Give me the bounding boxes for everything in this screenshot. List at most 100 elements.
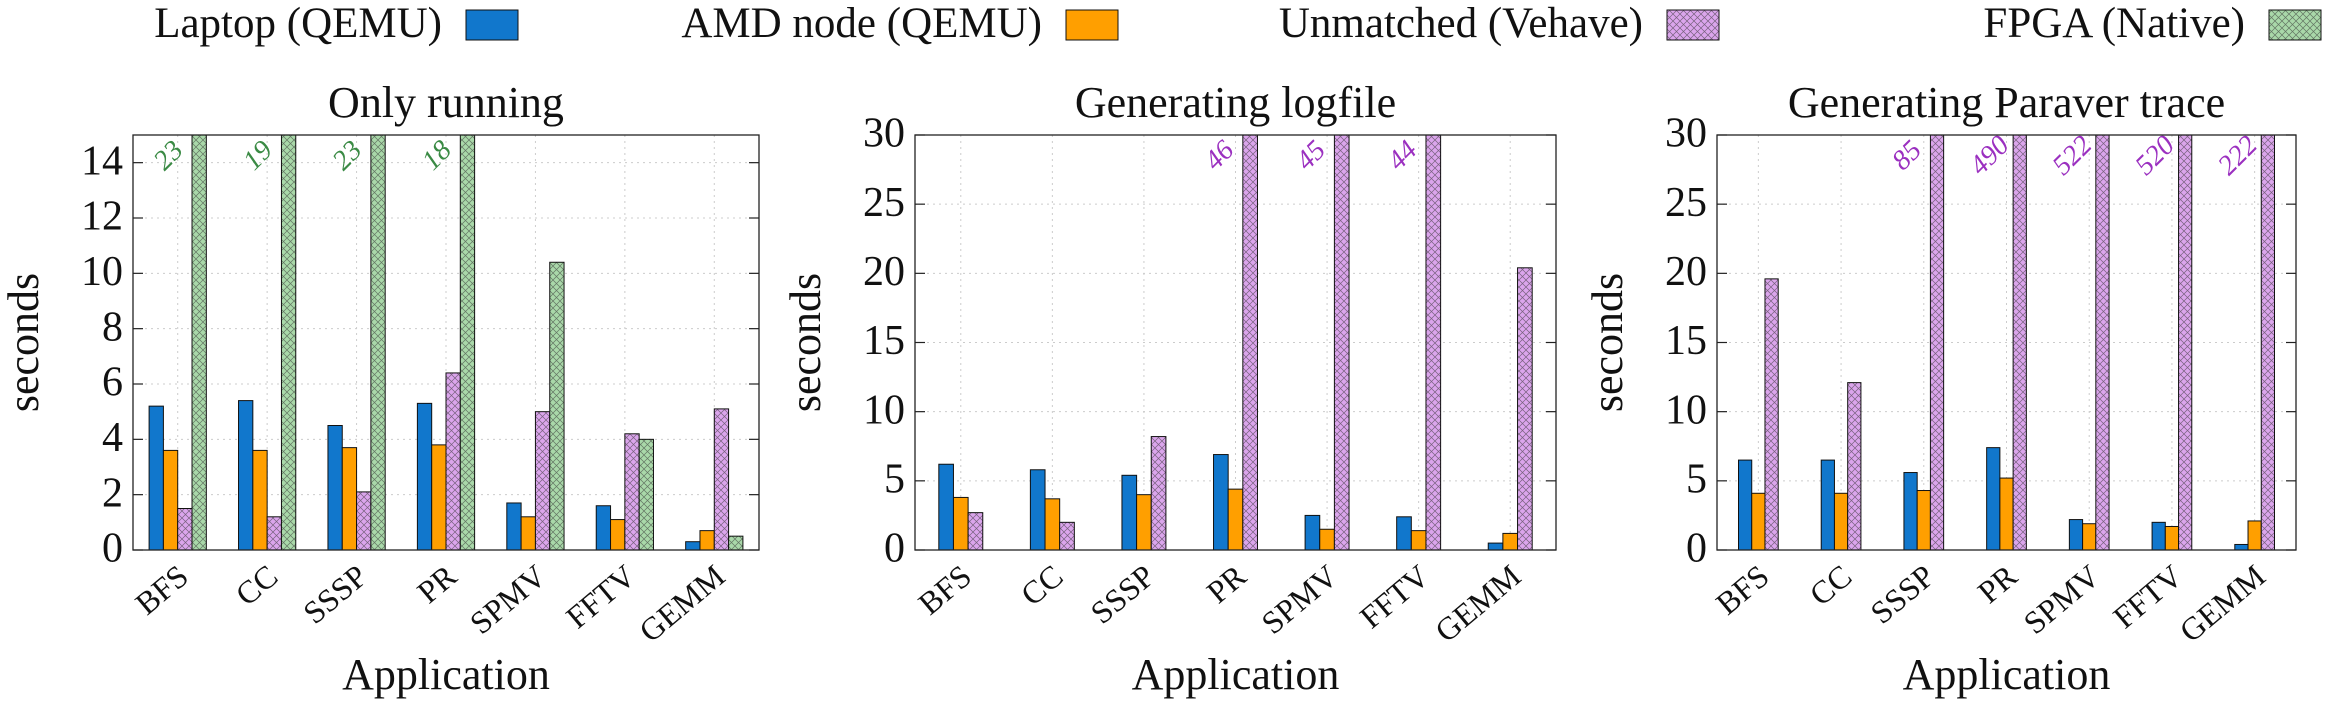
- x-tick-label: BFS: [1709, 557, 1776, 621]
- value-label: 23: [327, 135, 369, 177]
- bars: [1738, 135, 2275, 550]
- x-tick-label: SSSP: [1863, 557, 1941, 630]
- bar: [595, 505, 612, 550]
- bar: [431, 444, 447, 550]
- value-label: 520: [2129, 130, 2181, 182]
- bar: [162, 449, 179, 550]
- value-label: 19: [237, 135, 279, 177]
- y-tick-label: 5: [1686, 456, 1707, 502]
- y-tick-label: 15: [1665, 318, 1707, 364]
- bar: [1396, 516, 1412, 550]
- bar: [2012, 135, 2027, 550]
- bar: [1410, 530, 1427, 550]
- legend-label: Laptop (QEMU): [154, 0, 442, 47]
- y-tick-label: 0: [1686, 526, 1707, 572]
- x-axis-label: Application: [1132, 650, 1340, 699]
- y-tick-label: 5: [884, 456, 905, 502]
- bar: [1903, 472, 1918, 550]
- x-tick-label: SSSP: [1083, 557, 1161, 630]
- plot-frame: [914, 134, 1557, 551]
- bar: [1150, 436, 1167, 550]
- bar: [1820, 459, 1835, 550]
- y-tick-label: 25: [1665, 180, 1707, 226]
- bar: [2095, 135, 2110, 550]
- bar: [1304, 514, 1321, 550]
- bar: [1916, 490, 1931, 550]
- y-tick-label: 4: [102, 415, 123, 461]
- plot-frame: [1716, 134, 2297, 551]
- x-tick-label: SPMV: [463, 557, 553, 641]
- bar: [2164, 525, 2180, 550]
- bar: [1425, 135, 1442, 550]
- bar: [1044, 498, 1061, 550]
- x-tick-label: SPMV: [2017, 557, 2107, 641]
- bar: [685, 541, 701, 550]
- x-axis-label: Application: [1903, 650, 2111, 699]
- bar: [713, 408, 730, 550]
- value-label: 46: [1198, 135, 1240, 177]
- x-tick-label: CC: [229, 557, 285, 612]
- bar: [1986, 447, 2001, 550]
- y-tick-label: 25: [863, 180, 905, 226]
- value-label: 45: [1290, 135, 1332, 177]
- y-axis-label: seconds: [781, 273, 830, 412]
- bar: [952, 496, 969, 550]
- value-label: 490: [1964, 130, 2016, 182]
- bar: [327, 425, 343, 550]
- bar: [356, 491, 372, 550]
- bar: [280, 135, 297, 550]
- bar: [699, 530, 715, 550]
- bar: [1213, 454, 1229, 550]
- y-tick-label: 10: [863, 387, 905, 433]
- value-label: 85: [1886, 135, 1928, 177]
- bar: [549, 261, 565, 550]
- bar: [1121, 474, 1138, 550]
- bar: [967, 512, 984, 550]
- bar: [1502, 532, 1519, 550]
- y-tick-label: 0: [884, 526, 905, 572]
- chart-title: Generating Paraver trace: [1788, 78, 2225, 127]
- y-tick-label: 6: [102, 360, 123, 406]
- bar: [445, 372, 461, 550]
- bar: [728, 535, 744, 550]
- y-tick-label: 15: [863, 318, 905, 364]
- bar: [2151, 521, 2166, 550]
- y-tick-label: 12: [81, 194, 123, 240]
- x-tick-label: PR: [410, 557, 464, 610]
- x-tick-label: FFTV: [1353, 557, 1436, 635]
- bar: [191, 135, 207, 550]
- chart-title: Only running: [328, 78, 564, 127]
- bar: [1999, 477, 2014, 550]
- bar: [1833, 492, 1849, 550]
- bar: [238, 400, 254, 550]
- bar: [266, 516, 282, 550]
- x-tick-label: SSSP: [296, 557, 374, 630]
- bar: [459, 135, 476, 550]
- bar: [2247, 520, 2262, 550]
- x-tick-label: BFS: [128, 557, 195, 621]
- y-tick-label: 20: [863, 249, 905, 295]
- bar: [341, 447, 358, 550]
- bar: [1059, 521, 1075, 550]
- value-label: 222: [2212, 130, 2264, 182]
- bar: [252, 449, 268, 550]
- y-tick-label: 30: [863, 111, 905, 157]
- legend-swatch: [1065, 9, 1119, 41]
- bar: [638, 438, 654, 550]
- y-tick-label: 10: [1665, 387, 1707, 433]
- bar: [1847, 382, 1862, 550]
- bar: [416, 402, 433, 550]
- value-label: 18: [416, 135, 458, 177]
- bar: [2082, 523, 2097, 550]
- bar: [610, 519, 626, 550]
- y-tick-label: 14: [81, 138, 123, 184]
- y-tick-label: 30: [1665, 111, 1707, 157]
- bar: [1136, 494, 1152, 550]
- x-axis-label: Application: [342, 650, 550, 699]
- bar: [1751, 492, 1766, 550]
- x-tick-label: FFTV: [559, 557, 642, 635]
- y-tick-label: 0: [102, 526, 123, 572]
- value-label: 23: [148, 135, 190, 177]
- x-tick-label: GEMM: [2172, 557, 2271, 649]
